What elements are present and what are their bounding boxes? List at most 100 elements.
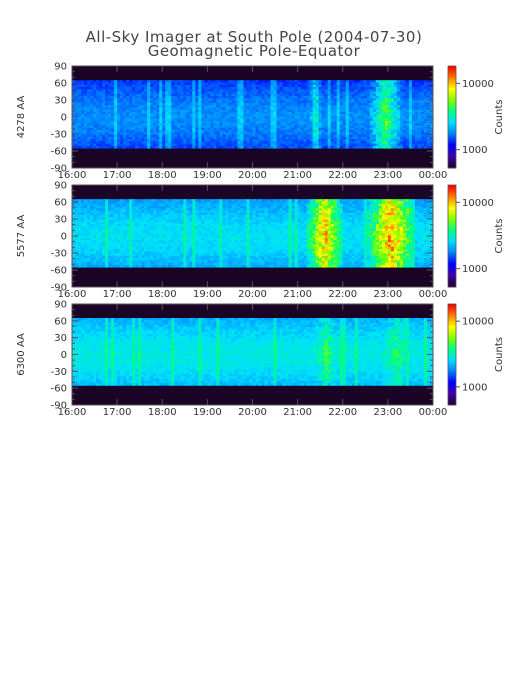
heatmap-cell xyxy=(297,130,302,133)
heatmap-cell xyxy=(294,93,299,97)
heatmap-cell xyxy=(183,260,187,264)
heatmap-cell xyxy=(420,102,425,106)
heatmap-cell xyxy=(351,100,356,104)
heatmap-cell xyxy=(168,228,172,232)
heatmap-cell xyxy=(84,242,88,245)
heatmap-cell xyxy=(84,253,88,257)
heatmap-cell xyxy=(177,130,181,133)
heatmap-cell xyxy=(345,120,350,124)
heatmap-cell xyxy=(405,107,410,111)
heatmap-cell xyxy=(141,82,145,86)
heatmap-cell xyxy=(417,102,422,106)
heatmap-cell xyxy=(336,136,341,140)
heatmap-cell xyxy=(258,89,262,92)
heatmap-cell xyxy=(93,107,97,111)
heatmap-cell xyxy=(105,102,109,106)
heatmap-cell xyxy=(306,98,311,101)
x-tick-label: 20:00 xyxy=(238,170,267,181)
heatmap-cell xyxy=(135,98,139,101)
heatmap-cell xyxy=(333,132,338,135)
heatmap-cell xyxy=(129,264,133,268)
heatmap-cell xyxy=(120,262,124,266)
heatmap-cell xyxy=(78,96,82,99)
heatmap-cell xyxy=(96,224,100,227)
heatmap-cell xyxy=(195,224,199,227)
heatmap-cell xyxy=(336,125,341,129)
heatmap-cell xyxy=(387,120,392,124)
heatmap-cell xyxy=(366,96,371,99)
heatmap-cell xyxy=(102,228,106,232)
heatmap-cell xyxy=(147,102,151,106)
heatmap-cell xyxy=(324,91,329,95)
heatmap-cell xyxy=(306,107,311,111)
heatmap-cell xyxy=(420,116,425,120)
heatmap-cell xyxy=(333,102,338,106)
heatmap-cell xyxy=(342,91,347,95)
heatmap-cell xyxy=(318,89,323,92)
heatmap-cell xyxy=(291,107,296,111)
heatmap-cell xyxy=(276,100,280,104)
heatmap-cell xyxy=(108,136,112,140)
heatmap-cell xyxy=(156,123,160,126)
heatmap-cell xyxy=(183,233,187,236)
heatmap-cell xyxy=(264,107,268,111)
heatmap-cell xyxy=(99,114,103,117)
heatmap-cell xyxy=(195,114,199,117)
colorbar-step xyxy=(448,100,456,103)
heatmap-cell xyxy=(303,118,308,122)
heatmap-cell xyxy=(279,116,283,120)
heatmap-cell xyxy=(141,208,145,211)
heatmap-cell xyxy=(150,100,154,104)
heatmap-cell xyxy=(183,84,187,88)
heatmap-cell xyxy=(291,127,296,131)
heatmap-cell xyxy=(144,141,148,145)
heatmap-cell xyxy=(192,127,196,131)
heatmap-cell xyxy=(174,114,178,117)
heatmap-cell xyxy=(423,91,428,95)
heatmap-cell xyxy=(321,109,326,113)
heatmap-cell xyxy=(237,84,241,88)
heatmap-cell xyxy=(90,264,94,268)
heatmap-cell xyxy=(102,86,106,90)
heatmap-cell xyxy=(195,91,199,95)
heatmap-cell xyxy=(327,86,332,90)
heatmap-cell xyxy=(90,246,94,250)
heatmap-cell xyxy=(150,205,154,209)
heatmap-cell xyxy=(231,98,235,101)
heatmap-cell xyxy=(75,86,79,90)
heatmap-cell xyxy=(180,264,184,268)
heatmap-cell xyxy=(216,102,220,106)
heatmap-cell xyxy=(267,96,271,99)
heatmap-cell xyxy=(99,239,103,243)
heatmap-cell xyxy=(132,199,136,202)
heatmap-cell xyxy=(141,224,145,227)
heatmap-cell xyxy=(93,118,97,122)
heatmap-cell xyxy=(135,208,139,211)
heatmap-cell xyxy=(357,130,362,133)
heatmap-cell xyxy=(165,201,169,205)
heatmap-cell xyxy=(384,125,389,129)
heatmap-cell xyxy=(345,84,350,88)
heatmap-cell xyxy=(138,208,142,211)
heatmap-cell xyxy=(135,127,139,131)
heatmap-cell xyxy=(321,141,326,145)
heatmap-cell xyxy=(180,98,184,101)
heatmap-cell xyxy=(120,230,124,234)
heatmap-cell xyxy=(216,84,220,88)
heatmap-cell xyxy=(360,111,365,115)
heatmap-cell xyxy=(366,123,371,126)
heatmap-cell xyxy=(390,127,395,131)
heatmap-cell xyxy=(150,96,154,99)
heatmap-cell xyxy=(417,111,422,115)
heatmap-cell xyxy=(159,130,163,133)
heatmap-cell xyxy=(75,246,79,250)
heatmap-cell xyxy=(96,143,100,147)
heatmap-cell xyxy=(201,125,205,129)
heatmap-cell xyxy=(192,143,196,147)
heatmap-cell xyxy=(216,132,220,135)
heatmap-cell xyxy=(255,127,259,131)
heatmap-cell xyxy=(84,139,88,142)
heatmap-cell xyxy=(180,246,184,250)
heatmap-cell xyxy=(171,136,175,140)
heatmap-cell xyxy=(417,96,422,99)
